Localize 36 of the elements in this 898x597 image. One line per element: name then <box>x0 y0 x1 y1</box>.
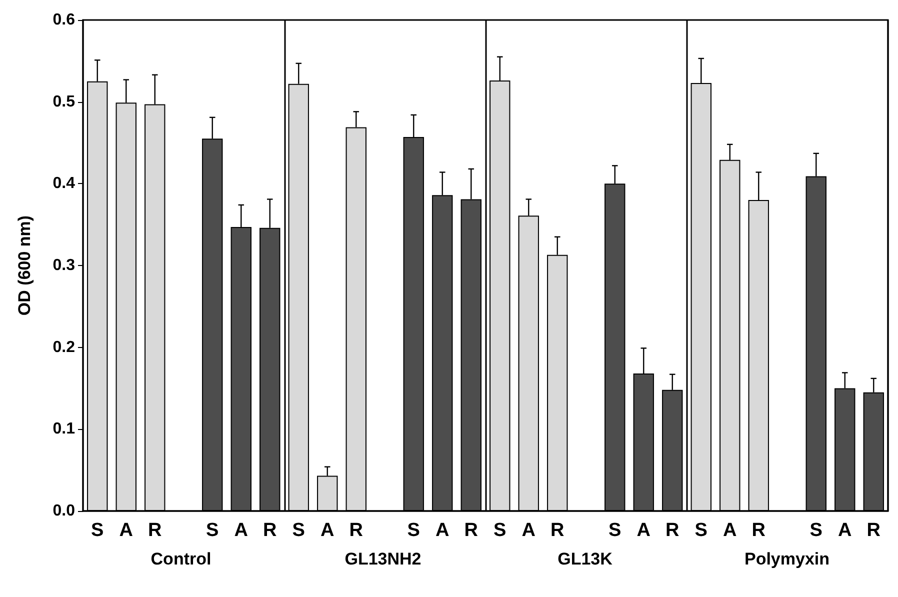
y-tick-label: 0.3 <box>52 257 76 274</box>
x-tick-label: A <box>723 520 738 541</box>
x-tick-label: R <box>263 520 278 541</box>
x-tick-label: S <box>407 520 420 541</box>
x-tick-label: S <box>292 520 305 541</box>
x-tick-label: A <box>838 520 852 541</box>
x-tick-label: S <box>91 520 104 541</box>
text: Polymyxin <box>744 550 830 568</box>
x-tick-label: A <box>320 520 335 541</box>
y-tick-label: 0.5 <box>52 93 76 110</box>
x-tick-label: S <box>206 520 219 541</box>
text: GL13NH2 <box>344 550 422 568</box>
x-tick-label: A <box>234 520 248 541</box>
x-tick-label: A <box>119 520 134 541</box>
x-tick-label: S <box>494 520 506 541</box>
y-tick-label: 0.4 <box>52 175 76 192</box>
x-tick-label: R <box>349 520 364 541</box>
text: GL13K <box>558 550 614 568</box>
y-tick-label: 0.2 <box>52 338 76 356</box>
x-tick-label: A <box>636 520 651 541</box>
x-tick-label: S <box>694 520 708 541</box>
x-tick-label: R <box>666 520 680 541</box>
x-tick-label: R <box>752 520 766 541</box>
x-tick-label: S <box>810 520 822 541</box>
x-tick-label: A <box>436 520 450 541</box>
x-tick-label: A <box>522 520 536 541</box>
x-tick-label: S <box>608 520 622 541</box>
y-tick-label: 0.6 <box>52 12 76 28</box>
text: Control <box>150 550 212 568</box>
y-axis-title: OD (600 nm) <box>15 215 34 316</box>
x-tick-label: R <box>148 520 162 541</box>
x-tick-label: R <box>464 520 478 541</box>
y-tick-label: 0.1 <box>52 420 76 438</box>
y-tick-label: 0.0 <box>52 502 76 520</box>
x-tick-label: R <box>866 520 881 541</box>
x-tick-label: R <box>550 520 565 541</box>
